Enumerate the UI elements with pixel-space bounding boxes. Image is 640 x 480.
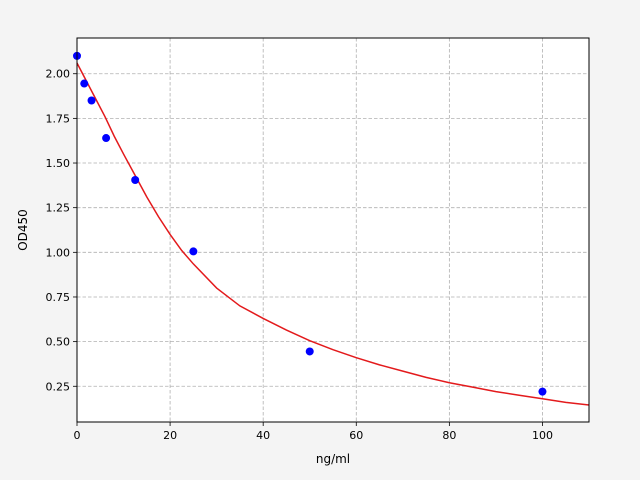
data-point	[80, 79, 89, 88]
plot-area	[77, 38, 589, 422]
y-tick-label: 0.25	[46, 380, 71, 393]
y-tick-label: 1.00	[46, 246, 71, 259]
plot-frame	[76, 37, 590, 423]
x-tick-label: 40	[256, 429, 270, 442]
y-axis-label: OD450	[16, 209, 30, 251]
y-tick-label: 1.75	[46, 112, 71, 125]
data-point	[305, 347, 314, 356]
y-tick-label: 1.25	[46, 202, 71, 215]
data-point	[87, 96, 96, 105]
x-axis-label: ng/ml	[316, 452, 350, 466]
data-point	[189, 247, 198, 256]
y-tick-label: 0.50	[46, 336, 71, 349]
data-point	[538, 387, 547, 396]
x-tick-label: 80	[442, 429, 456, 442]
x-tick-label: 20	[163, 429, 177, 442]
x-tick-label: 60	[349, 429, 363, 442]
x-tick-label: 100	[532, 429, 553, 442]
axis-ticks: 0 20 40 60 80 100 0.25 0.50 0.75 1.00 1.25 1.50 1.75…	[46, 68, 553, 442]
data-point	[102, 134, 111, 143]
y-tick-label: 0.75	[46, 291, 71, 304]
grid	[77, 38, 589, 422]
x-tick-label: 0	[74, 429, 81, 442]
data-point	[131, 175, 140, 184]
fit-curve-layer	[76, 62, 590, 406]
fit-curve-line	[76, 62, 590, 406]
y-tick-label: 1.50	[46, 157, 71, 170]
y-tick-label: 2.00	[46, 68, 71, 81]
data-points	[73, 51, 547, 396]
